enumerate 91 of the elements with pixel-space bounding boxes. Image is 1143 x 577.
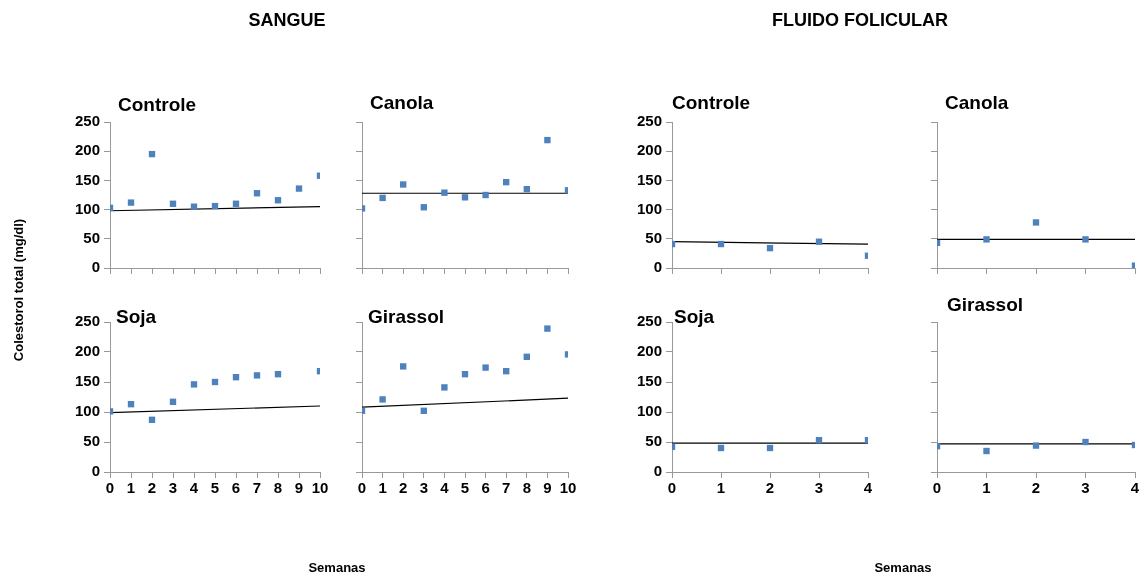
x-tick-label: 0 [932,479,942,497]
y-tick-label: 250 [636,312,662,330]
x-tick-label: 3 [419,479,428,497]
y-tick-label: 150 [74,170,100,188]
point [1032,442,1040,449]
text: FLUIDO FOLICULAR [772,10,948,31]
y-tick-label: 100 [74,402,100,420]
x-tick-label: 1 [378,479,387,497]
x-tick-label: 7 [252,479,262,497]
point [400,363,407,370]
x-tick-label: 8 [522,479,531,497]
y-tick-label: 250 [74,312,100,330]
chart-title: Controle [118,94,197,116]
y-tick-label: 150 [636,170,662,188]
chart-title: Soja [674,306,715,328]
x-tick-label: 0 [105,479,115,497]
x-tick-label: 1 [982,479,991,497]
point [441,384,448,391]
point [127,199,135,206]
y-tick-label: 0 [653,258,662,276]
x-tick-label: 2 [1031,479,1041,497]
x-tick-label: 9 [543,479,552,497]
point [983,447,990,455]
point [461,194,469,201]
point [379,396,386,403]
y-tick-label: 100 [636,402,662,420]
point [1032,219,1040,226]
chart-title: Girassol [947,294,1024,316]
point [1082,236,1089,243]
point [379,194,386,202]
x-tick-label: 10 [311,479,329,497]
y-tick-label: 200 [636,141,662,159]
point [482,364,489,371]
y-tick-label: 200 [74,342,100,360]
x-tick-label: 3 [168,479,178,497]
chart-title: Girassol [368,306,445,328]
point [544,325,551,332]
point [1082,438,1089,446]
y-tick-label: 50 [645,228,662,246]
point [544,136,551,144]
x-tick-label: 3 [814,479,824,497]
y-tick-label: 100 [636,199,662,217]
y-tick-label: 50 [83,228,100,246]
x-tick-label: 4 [1130,479,1140,497]
x-tick-label: 0 [357,479,367,497]
point [253,372,261,379]
y-tick-label: 0 [91,462,100,480]
x-tick-label: 4 [863,479,873,497]
chart-title: Canola [370,92,434,114]
x-tick-label: 2 [765,479,775,497]
x-tick-label: 7 [502,479,511,497]
x-tick-label: 4 [440,479,450,497]
x-tick-label: 1 [716,479,726,497]
point [190,381,198,388]
y-tick-label: 250 [74,112,100,130]
point [400,181,407,188]
y-tick-label: 250 [636,112,662,130]
y-tick-label: 50 [83,432,100,450]
x-tick-label: 9 [294,479,304,497]
x-tick-label: 5 [210,479,220,497]
point [441,189,448,196]
y-tick-label: 100 [74,199,100,217]
x-tick-label: 0 [667,479,677,497]
y-tick-label: 0 [653,462,662,480]
x-tick-label: 5 [460,479,470,497]
x-tick-label: 6 [481,479,490,497]
chart-title: Controle [672,92,751,114]
point [190,203,198,210]
x-tick-label: 1 [126,479,136,497]
x-tick-label: 2 [399,479,408,497]
y-axis-title: Colestorol total (mg/dl) [10,218,26,362]
x-axis-title: Semanas [874,560,932,575]
x-axis-title: Semanas [308,560,366,575]
point [983,236,990,243]
y-tick-label: 150 [636,372,662,390]
x-tick-label: 4 [189,479,199,497]
x-tick-label: 2 [147,479,157,497]
x-tick-label: 6 [231,479,241,497]
x-tick-label: 10 [559,479,577,497]
y-tick-label: 150 [74,372,100,390]
point [482,191,489,199]
x-tick-label: 3 [1081,479,1090,497]
text: SANGUE [248,10,326,31]
point [295,185,303,192]
y-tick-label: 200 [636,342,662,360]
x-tick-label: 8 [273,479,283,497]
chart-title: Soja [116,306,157,328]
y-tick-label: 50 [645,432,662,450]
y-tick-label: 0 [91,258,100,276]
y-tick-label: 200 [74,141,100,159]
chart-title: Canola [945,92,1009,114]
